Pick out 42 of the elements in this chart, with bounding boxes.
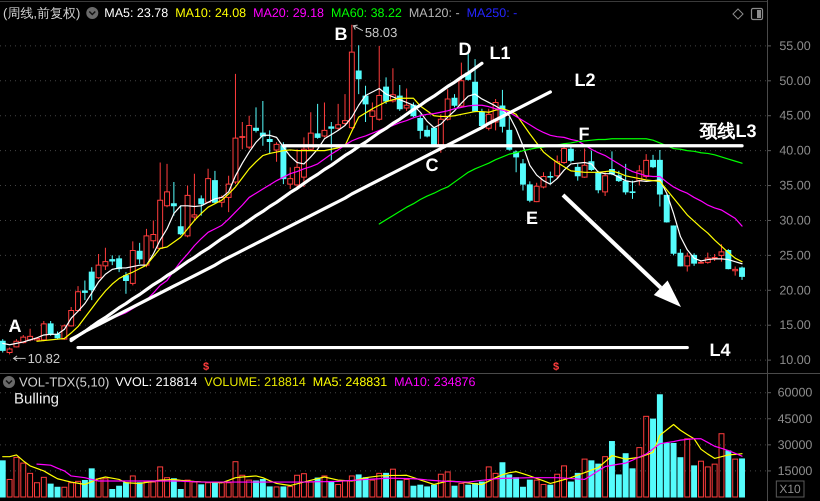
text: MA5: 23.78: [104, 6, 168, 20]
y-tick-label: 45.00: [779, 108, 811, 123]
text: MA20: 29.18: [253, 6, 324, 20]
annotation: L2: [574, 70, 596, 90]
text: MA10: 24.08: [175, 6, 246, 20]
annotation: B: [334, 24, 348, 44]
y-tick-label: 55.00: [779, 38, 811, 53]
y-tick-label: 20.00: [779, 283, 811, 298]
text: MA60: 38.22: [331, 6, 402, 20]
annotation: 颈线L3: [698, 121, 757, 141]
legend-label: MA120: -: [408, 6, 460, 20]
y-tick-label: 35.00: [779, 178, 811, 193]
y-axis-title: X10: [779, 482, 801, 496]
legend-label: VVOL: 218814: [115, 375, 198, 389]
annotation: C: [426, 155, 438, 175]
annotation: E: [526, 208, 538, 228]
legend-label: MA250: -: [466, 6, 518, 20]
y-tick-label: 30.00: [779, 213, 811, 228]
text: MA5: 248831: [312, 375, 388, 389]
y-tick-label: 45000: [778, 412, 812, 426]
annotation: L1: [489, 43, 511, 63]
text: 10.82: [28, 350, 60, 366]
text: 58.03: [364, 25, 398, 40]
annotation: L4: [709, 340, 731, 360]
y-tick-label: 30000: [778, 438, 812, 452]
annotation: Bulling: [14, 390, 60, 408]
y-tick-label: 10.00: [779, 353, 811, 368]
y-tick-label: 15000: [778, 464, 812, 478]
annotation: VOLUME: 218814: [204, 375, 306, 389]
y-tick-label: 60000: [778, 386, 812, 400]
annotation: $: [202, 361, 210, 373]
y-tick-label: 50.00: [779, 74, 811, 88]
y-tick-label: 25.00: [779, 248, 811, 262]
text: MA10: 234876: [394, 375, 476, 389]
annotation: D: [458, 39, 472, 59]
y-tick-label: 40.00: [779, 144, 811, 158]
y-tick-label: 15.00: [779, 318, 811, 332]
annotation: F: [578, 124, 590, 144]
annotation: $: [552, 361, 560, 373]
chart-title: VOL-TDX(5,10): [19, 374, 110, 390]
annotation: A: [8, 316, 22, 336]
chart-title: (周线,前复权): [3, 6, 80, 20]
